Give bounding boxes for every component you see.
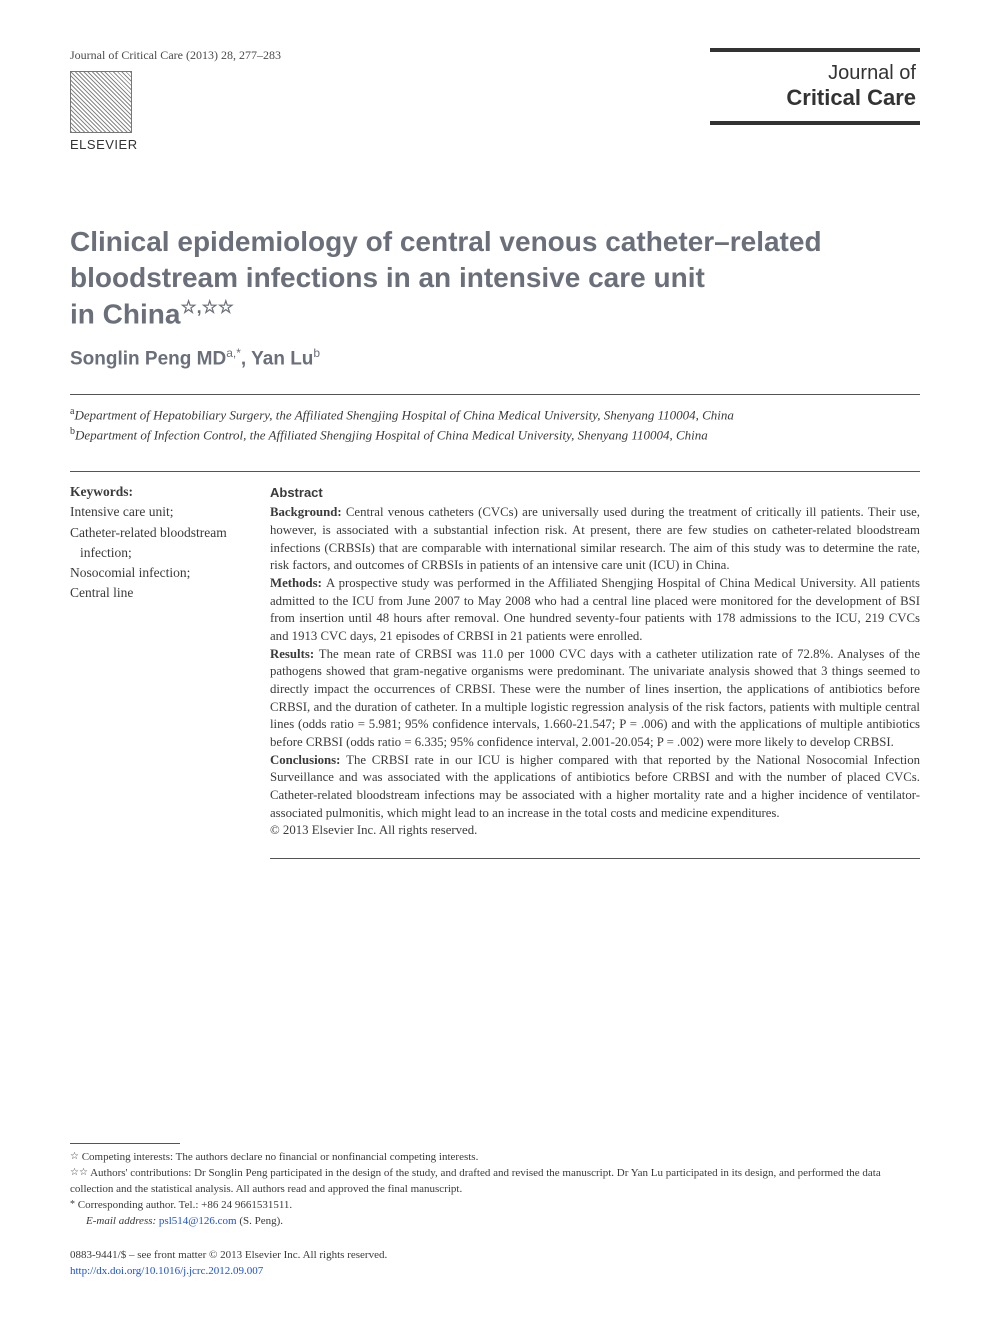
- footnote-corresponding: * Corresponding author. Tel.: +86 24 966…: [70, 1198, 920, 1214]
- abstract-column: Abstract Background: Central venous cath…: [270, 484, 920, 858]
- abstract-background-text: Central venous catheters (CVCs) are univ…: [270, 505, 920, 572]
- abstract-results-text: The mean rate of CRBSI was 11.0 per 1000…: [270, 647, 920, 749]
- abstract-results-label: Results:: [270, 647, 319, 661]
- author-line: Songlin Peng MDa,*, Yan Lub: [70, 346, 920, 370]
- issn-line: 0883-9441/$ – see front matter © 2013 El…: [70, 1248, 920, 1264]
- double-star-icon: ☆☆: [70, 1167, 88, 1178]
- journal-title-box: Journal of Critical Care: [710, 48, 920, 125]
- abstract-conclusions-text: The CRBSI rate in our ICU is higher comp…: [270, 753, 920, 820]
- rule-above-abstract: [70, 471, 920, 472]
- affiliation-b-text: Department of Infection Control, the Aff…: [75, 428, 708, 443]
- keyword-item: Central line: [70, 583, 250, 603]
- affiliation-b: bDepartment of Infection Control, the Af…: [70, 425, 920, 445]
- footnote-email: E-mail address: psl514@126.com (S. Peng)…: [70, 1214, 920, 1230]
- article-title: Clinical epidemiology of central venous …: [70, 224, 920, 332]
- abstract-copyright: © 2013 Elsevier Inc. All rights reserved…: [270, 822, 920, 840]
- abstract-results: Results: The mean rate of CRBSI was 11.0…: [270, 646, 920, 752]
- title-line2: bloodstream infections in an intensive c…: [70, 262, 705, 293]
- doi-link[interactable]: http://dx.doi.org/10.1016/j.jcrc.2012.09…: [70, 1265, 263, 1277]
- star-icon: ☆: [70, 1151, 79, 1162]
- rule-below-abstract: [270, 858, 920, 859]
- abstract-methods: Methods: A prospective study was perform…: [270, 575, 920, 646]
- abstract-methods-label: Methods:: [270, 576, 326, 590]
- bottom-meta: 0883-9441/$ – see front matter © 2013 El…: [70, 1248, 920, 1280]
- abstract-heading: Abstract: [270, 484, 920, 502]
- author-1: Songlin Peng MD: [70, 348, 226, 369]
- footnotes-block: ☆ Competing interests: The authors decla…: [70, 1143, 920, 1280]
- footnote-competing: ☆ Competing interests: The authors decla…: [70, 1150, 920, 1166]
- email-link[interactable]: psl514@126.com: [159, 1215, 237, 1227]
- keywords-list: Intensive care unit; Catheter-related bl…: [70, 502, 250, 603]
- keywords-column: Keywords: Intensive care unit; Catheter-…: [70, 484, 270, 858]
- email-label: E-mail address:: [86, 1215, 159, 1227]
- page-header: Journal of Critical Care (2013) 28, 277–…: [70, 48, 920, 152]
- header-left: Journal of Critical Care (2013) 28, 277–…: [70, 48, 281, 152]
- abstract-conclusions: Conclusions: The CRBSI rate in our ICU i…: [270, 752, 920, 823]
- footnote-rule: [70, 1143, 180, 1144]
- abstract-background: Background: Central venous catheters (CV…: [270, 504, 920, 575]
- rule-above-affiliations: [70, 394, 920, 395]
- author-2-sup: b: [313, 346, 320, 360]
- email-who: (S. Peng).: [237, 1215, 283, 1227]
- citation-line: Journal of Critical Care (2013) 28, 277–…: [70, 48, 281, 63]
- title-footnote-stars-icon: ☆,☆☆: [180, 297, 233, 317]
- keyword-item: Intensive care unit;: [70, 502, 250, 522]
- abstract-methods-text: A prospective study was performed in the…: [270, 576, 920, 643]
- author-sep: ,: [241, 348, 251, 369]
- footnote-corresponding-text: Corresponding author. Tel.: +86 24 96615…: [75, 1199, 292, 1211]
- footnote-contributions: ☆☆ Authors' contributions: Dr Songlin Pe…: [70, 1166, 920, 1198]
- keywords-abstract-row: Keywords: Intensive care unit; Catheter-…: [70, 484, 920, 858]
- elsevier-tree-icon: [70, 71, 132, 133]
- affiliation-a: aDepartment of Hepatobiliary Surgery, th…: [70, 405, 920, 425]
- footnote-competing-text: Competing interests: The authors declare…: [79, 1151, 478, 1163]
- affiliations: aDepartment of Hepatobiliary Surgery, th…: [70, 405, 920, 445]
- publisher-logo-block: ELSEVIER: [70, 71, 281, 152]
- abstract-conclusions-label: Conclusions:: [270, 753, 346, 767]
- author-2: Yan Lu: [251, 348, 313, 369]
- keywords-heading: Keywords:: [70, 484, 250, 500]
- keyword-item: Catheter-related bloodstream infection;: [80, 523, 250, 564]
- affiliation-a-text: Department of Hepatobiliary Surgery, the…: [74, 407, 733, 422]
- keyword-item: Nosocomial infection;: [70, 563, 250, 583]
- publisher-name: ELSEVIER: [70, 137, 138, 152]
- author-1-sup: a,*: [226, 346, 241, 360]
- journal-name-line2: Critical Care: [714, 85, 916, 111]
- title-line3: in China: [70, 298, 180, 329]
- journal-name-line1: Journal of: [714, 62, 916, 85]
- title-line1: Clinical epidemiology of central venous …: [70, 226, 822, 257]
- title-block: Clinical epidemiology of central venous …: [70, 224, 920, 370]
- abstract-background-label: Background:: [270, 505, 346, 519]
- footnote-contributions-text: Authors' contributions: Dr Songlin Peng …: [70, 1167, 881, 1195]
